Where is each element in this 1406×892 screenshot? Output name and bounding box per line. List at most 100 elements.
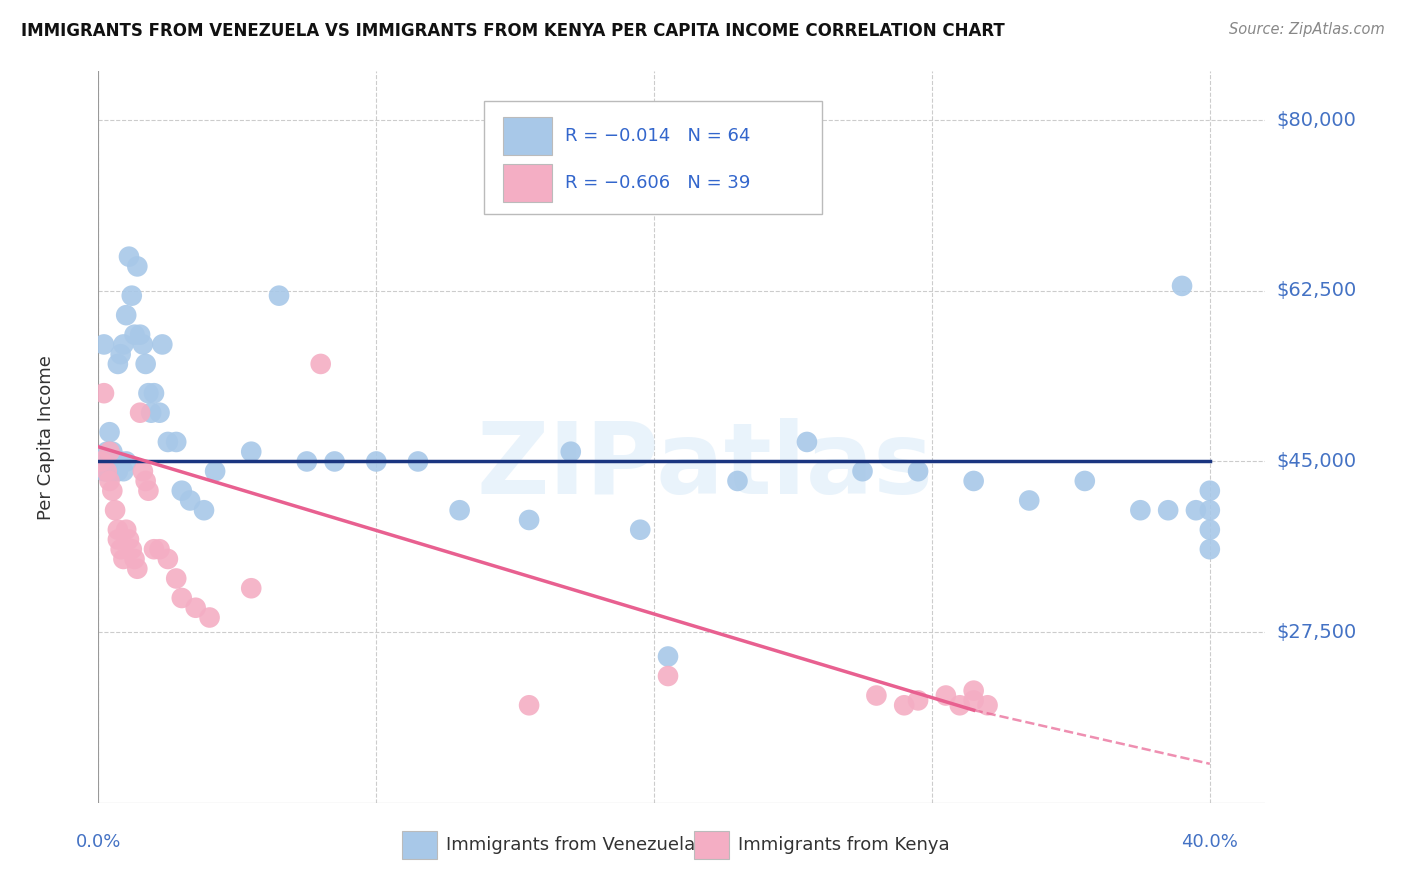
Point — [107, 523, 129, 537]
Point — [1198, 503, 1220, 517]
Point — [118, 250, 141, 264]
Point — [949, 698, 972, 713]
Point — [150, 337, 173, 351]
Point — [115, 523, 138, 537]
Point — [170, 483, 193, 498]
Point — [110, 542, 132, 557]
Text: $80,000: $80,000 — [1277, 111, 1357, 129]
Point — [148, 406, 170, 420]
Point — [107, 357, 129, 371]
Point — [184, 600, 207, 615]
Point — [107, 464, 129, 478]
Point — [104, 503, 127, 517]
Point — [240, 581, 263, 595]
Point — [101, 464, 124, 478]
Point — [907, 464, 929, 478]
Point — [406, 454, 429, 468]
Text: Immigrants from Kenya: Immigrants from Kenya — [738, 836, 949, 855]
Point — [112, 337, 135, 351]
Point — [796, 434, 818, 449]
Bar — [693, 831, 728, 859]
Point — [907, 693, 929, 707]
Point — [98, 444, 121, 458]
Point — [1198, 523, 1220, 537]
Point — [204, 464, 226, 478]
Point — [101, 483, 124, 498]
Point — [138, 386, 160, 401]
Point — [143, 542, 166, 557]
Text: 40.0%: 40.0% — [1181, 833, 1239, 851]
Text: IMMIGRANTS FROM VENEZUELA VS IMMIGRANTS FROM KENYA PER CAPITA INCOME CORRELATION: IMMIGRANTS FROM VENEZUELA VS IMMIGRANTS … — [21, 22, 1005, 40]
Point — [93, 337, 115, 351]
Point — [193, 503, 215, 517]
Point — [115, 308, 138, 322]
Point — [517, 698, 540, 713]
Point — [112, 552, 135, 566]
Point — [517, 513, 540, 527]
Point — [267, 288, 290, 302]
Point — [165, 434, 187, 449]
Point — [962, 683, 984, 698]
Point — [104, 454, 127, 468]
Point — [893, 698, 915, 713]
Point — [129, 327, 152, 342]
Point — [135, 474, 157, 488]
Bar — [503, 163, 553, 202]
Point — [127, 562, 149, 576]
Point — [1185, 503, 1208, 517]
Point — [124, 327, 146, 342]
Point — [118, 533, 141, 547]
Text: $62,500: $62,500 — [1277, 281, 1357, 301]
Point — [138, 483, 160, 498]
Point — [1198, 483, 1220, 498]
Point — [129, 406, 152, 420]
Point — [1129, 503, 1152, 517]
Point — [90, 454, 112, 468]
Point — [628, 523, 651, 537]
Point — [101, 444, 124, 458]
Point — [1171, 279, 1194, 293]
Point — [110, 454, 132, 468]
Point — [96, 444, 118, 458]
Point — [148, 542, 170, 557]
Point — [110, 347, 132, 361]
Point — [115, 454, 138, 468]
Point — [143, 386, 166, 401]
Point — [449, 503, 471, 517]
Point — [132, 337, 155, 351]
Point — [98, 425, 121, 440]
Point — [104, 464, 127, 478]
Point — [156, 434, 179, 449]
Text: $27,500: $27,500 — [1277, 623, 1357, 641]
Point — [170, 591, 193, 605]
Point — [98, 444, 121, 458]
Point — [976, 698, 998, 713]
Point — [657, 649, 679, 664]
Point — [107, 533, 129, 547]
Text: Source: ZipAtlas.com: Source: ZipAtlas.com — [1229, 22, 1385, 37]
Point — [727, 474, 749, 488]
Point — [657, 669, 679, 683]
Point — [309, 357, 332, 371]
Point — [560, 444, 582, 458]
Point — [198, 610, 221, 624]
Bar — [402, 831, 437, 859]
Point — [132, 464, 155, 478]
Point — [93, 386, 115, 401]
Text: ZIPatlas: ZIPatlas — [477, 417, 934, 515]
Text: Immigrants from Venezuela: Immigrants from Venezuela — [446, 836, 696, 855]
Point — [851, 464, 873, 478]
Point — [366, 454, 388, 468]
Text: R = −0.014   N = 64: R = −0.014 N = 64 — [565, 128, 751, 145]
Text: $45,000: $45,000 — [1277, 452, 1357, 471]
Text: 0.0%: 0.0% — [76, 833, 121, 851]
Point — [240, 444, 263, 458]
Point — [121, 288, 143, 302]
Point — [156, 552, 179, 566]
Point — [124, 552, 146, 566]
Point — [179, 493, 201, 508]
Point — [1018, 493, 1040, 508]
Point — [96, 464, 118, 478]
Point — [98, 474, 121, 488]
FancyBboxPatch shape — [484, 101, 823, 214]
